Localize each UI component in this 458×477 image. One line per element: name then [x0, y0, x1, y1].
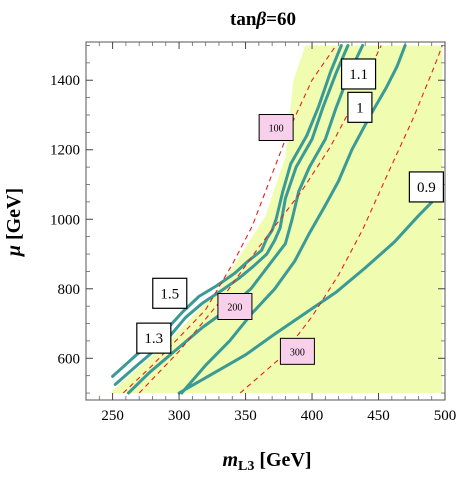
dashed-label-text: 200	[227, 303, 242, 314]
contour-label-text: 1.3	[144, 331, 163, 347]
contour-label-box	[347, 91, 373, 123]
dashed-line-100	[122, 45, 337, 394]
contour-line-1.1	[127, 44, 365, 395]
y-tick-label: 1400	[50, 73, 80, 89]
y-tick-label: 600	[58, 351, 81, 367]
contour-label-text: 1	[356, 100, 364, 116]
contour-label-box	[340, 58, 377, 90]
contour-label-text: 0.9	[417, 180, 436, 196]
y-axis-label: μ [GeV]	[3, 188, 25, 257]
contour-label-text: 1.5	[160, 286, 179, 302]
x-tick-label: 250	[101, 408, 124, 424]
contour-labels: 1.1 1 0.9 1.5 1.3 100 200 300	[136, 58, 444, 365]
x-tick-label: 300	[168, 408, 191, 424]
contour-line-1.3	[113, 44, 350, 386]
dashed-label-box	[258, 114, 294, 142]
contour-label-box	[408, 171, 444, 203]
dashed-label-text: 100	[269, 124, 284, 135]
plot-frame	[85, 41, 446, 401]
x-axis-label: mL3 [GeV]	[222, 449, 311, 474]
contour-line-1.5	[111, 44, 343, 378]
contour-label-text: 1.1	[349, 67, 368, 83]
dashed-label-text: 300	[290, 347, 305, 358]
x-tick-label: 400	[301, 408, 324, 424]
x-tick-label: 450	[367, 408, 390, 424]
contour-line-1	[180, 44, 407, 395]
x-tick-label: 350	[234, 408, 257, 424]
x-tick-label: 500	[434, 408, 457, 424]
chart-title: tanβ=60	[230, 9, 296, 30]
y-tick-label: 1000	[50, 212, 80, 228]
contour-label-box	[136, 322, 172, 354]
dashed-label-box	[279, 337, 315, 365]
contour-label-box	[152, 277, 188, 309]
y-tick-label: 1200	[50, 143, 80, 159]
y-tick-label: 800	[58, 282, 81, 298]
dashed-label-box	[217, 293, 253, 321]
